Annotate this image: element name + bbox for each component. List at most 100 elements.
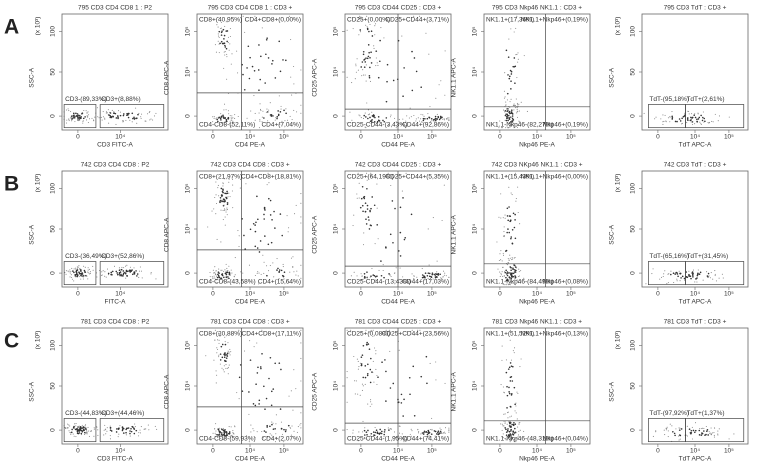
event-dot bbox=[209, 271, 211, 274]
x-tick-label: 0 bbox=[656, 134, 660, 141]
event-dot bbox=[77, 426, 79, 428]
event-dot bbox=[679, 427, 681, 429]
event-dot bbox=[221, 269, 223, 271]
event-dot bbox=[253, 346, 255, 348]
event-dot bbox=[505, 113, 507, 115]
gate-label: CD3+(52,86%) bbox=[101, 253, 144, 260]
plot-frame bbox=[641, 170, 749, 288]
gate-label: CD25-CD44-(1,95%) bbox=[347, 436, 407, 443]
event-dot bbox=[684, 113, 686, 115]
event-dot bbox=[218, 272, 220, 275]
event-dot bbox=[500, 272, 502, 275]
event-dot bbox=[375, 50, 378, 52]
event-dot bbox=[263, 430, 266, 432]
event-dot bbox=[70, 433, 72, 436]
event-dot bbox=[231, 53, 233, 55]
x-tick-label: 10⁴ bbox=[393, 291, 403, 298]
event-dot bbox=[507, 108, 509, 110]
y-axis-label: CD25 APC-A bbox=[312, 372, 319, 411]
event-dot bbox=[370, 432, 373, 435]
event-dot bbox=[154, 425, 156, 427]
plot-frame bbox=[483, 327, 591, 445]
x-tick-label: 0 bbox=[359, 448, 363, 455]
event-dot bbox=[229, 115, 231, 117]
event-dot bbox=[392, 241, 394, 244]
event-dot bbox=[376, 224, 379, 226]
plot-frame bbox=[61, 13, 169, 131]
event-dot bbox=[69, 269, 71, 271]
event-dot bbox=[225, 276, 228, 278]
event-dot bbox=[217, 273, 219, 276]
event-dot bbox=[86, 112, 88, 114]
event-dot bbox=[119, 274, 121, 277]
event-dot bbox=[376, 374, 378, 377]
event-dot bbox=[113, 111, 115, 113]
event-dot bbox=[513, 103, 515, 105]
gate-label: CD4-CD8-(52,11%) bbox=[199, 122, 255, 129]
event-dot bbox=[400, 393, 403, 396]
event-dot bbox=[722, 277, 724, 279]
y-tick-label: 100 bbox=[630, 183, 637, 194]
plot-frame bbox=[641, 327, 749, 445]
flow-plot: 795 CD3 Nkp46 NK1.1 : CD3 +NK1.1 APC-ANk… bbox=[451, 5, 591, 149]
event-dot bbox=[389, 274, 391, 276]
event-dot bbox=[665, 120, 667, 122]
event-dot bbox=[219, 42, 221, 45]
event-dot bbox=[126, 270, 129, 273]
event-dot bbox=[139, 429, 141, 431]
event-dot bbox=[510, 415, 512, 417]
event-dot bbox=[502, 437, 504, 439]
event-dot bbox=[127, 427, 130, 429]
event-dot bbox=[369, 435, 372, 437]
event-dot bbox=[220, 333, 222, 335]
event-dot bbox=[369, 209, 371, 212]
event-dot bbox=[92, 119, 95, 121]
event-dot bbox=[513, 432, 516, 434]
event-dot bbox=[503, 235, 505, 237]
event-dot bbox=[362, 278, 364, 280]
event-dot bbox=[670, 273, 672, 276]
event-dot bbox=[366, 204, 369, 207]
event-dot bbox=[375, 57, 377, 59]
event-dot bbox=[420, 113, 422, 115]
event-dot bbox=[226, 267, 228, 270]
event-dot bbox=[383, 433, 386, 436]
event-dot bbox=[118, 271, 121, 274]
event-dot bbox=[225, 118, 228, 121]
event-dot bbox=[655, 116, 657, 118]
event-dot bbox=[87, 267, 89, 269]
event-dot bbox=[512, 423, 515, 426]
event-dot bbox=[700, 114, 702, 117]
event-dot bbox=[222, 114, 224, 117]
event-dot bbox=[502, 217, 504, 219]
event-dot bbox=[517, 426, 519, 428]
event-dot bbox=[300, 357, 302, 360]
y-axis-label: SSC-A bbox=[29, 67, 36, 88]
event-dot bbox=[504, 72, 506, 74]
event-dot bbox=[271, 434, 273, 436]
event-dot bbox=[703, 117, 706, 120]
event-dot bbox=[356, 58, 358, 60]
event-dot bbox=[228, 352, 230, 354]
event-dot bbox=[373, 274, 376, 277]
event-dot bbox=[224, 359, 226, 362]
event-dot bbox=[385, 400, 387, 402]
event-dot bbox=[104, 271, 106, 273]
event-dot bbox=[363, 114, 366, 117]
event-dot bbox=[213, 272, 215, 274]
event-dot bbox=[72, 433, 74, 435]
event-dot bbox=[369, 381, 372, 384]
event-dot bbox=[662, 121, 664, 123]
event-dot bbox=[511, 282, 513, 284]
event-dot bbox=[266, 111, 269, 113]
event-dot bbox=[686, 435, 689, 437]
event-dot bbox=[503, 413, 505, 415]
event-dot bbox=[265, 38, 268, 41]
event-dot bbox=[435, 361, 437, 363]
event-dot bbox=[366, 179, 368, 181]
plot-title: 742 CD3 TdT : CD3 + bbox=[664, 162, 727, 169]
event-dot bbox=[360, 364, 363, 367]
event-dot bbox=[247, 45, 250, 48]
event-dot bbox=[69, 117, 72, 119]
